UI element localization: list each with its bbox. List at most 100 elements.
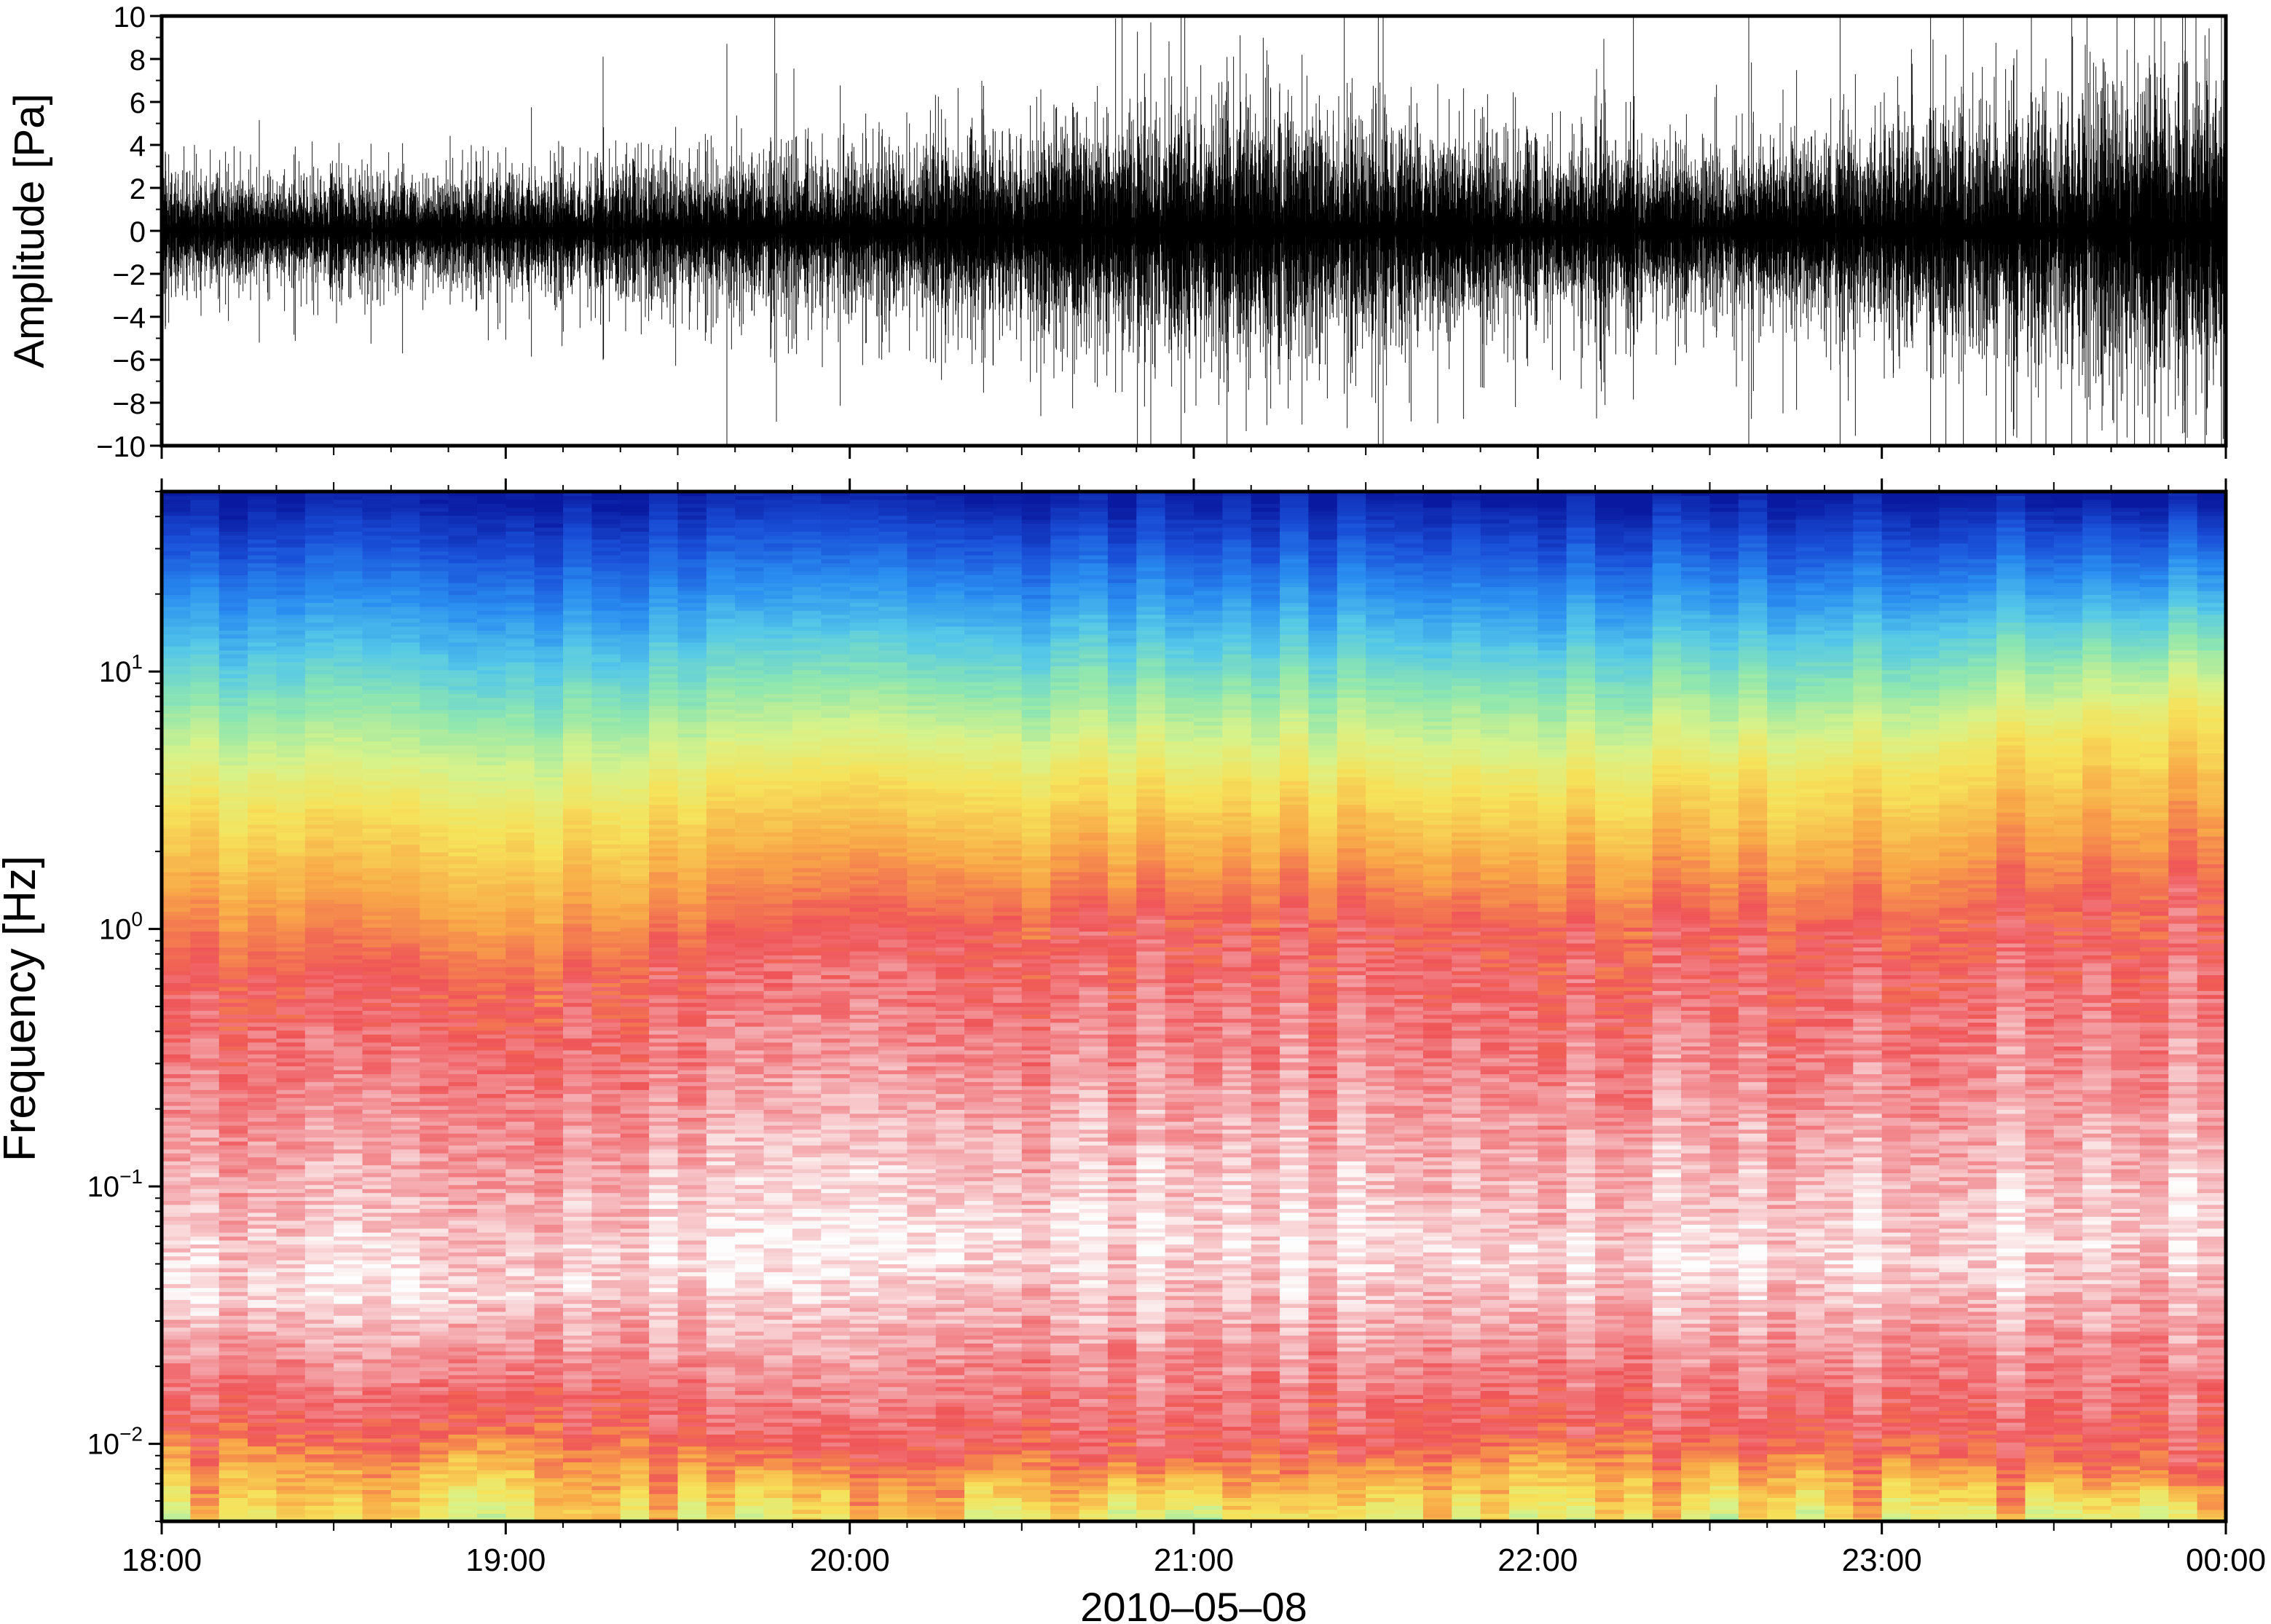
spectrogram-cell [219,555,248,559]
spectrogram-cell [678,1086,707,1090]
spectrogram-cell [621,1450,650,1454]
spectrogram-cell [162,888,191,892]
spectrogram-cell [334,765,363,769]
spectrogram-cell [190,998,219,1003]
spectrogram-cell [363,1248,392,1253]
spectrogram-cell [162,1125,191,1130]
spectrogram-cell [591,868,621,872]
spectrogram-cell [449,1105,478,1110]
spectrogram-cell [505,896,535,900]
spectrogram-cell [505,646,535,650]
spectrogram-cell [334,500,363,504]
spectrogram-cell [305,1268,334,1272]
spectrogram-cell [563,571,592,575]
spectrogram-cell [505,1189,535,1193]
spectrogram-cell [363,583,392,587]
spectrogram-cell [505,1137,535,1141]
spectrogram-cell [449,1145,478,1149]
spectrogram-cell [391,690,420,694]
spectrogram-cell [535,1066,564,1071]
spectrogram-cell [334,717,363,722]
spectrogram-cell [535,899,564,904]
spectrogram-cell [621,1157,650,1162]
spectrogram-cell [591,1315,621,1320]
spectrogram-cell [505,990,535,995]
spectrogram-cell [305,797,334,801]
spectrogram-cell [334,1320,363,1324]
spectrogram-cell [363,1256,392,1261]
spectrogram-cell [505,1042,535,1046]
spectrogram-cell [334,860,363,864]
spectrogram-cell [420,761,449,765]
spectrogram-cell [219,1189,248,1193]
spectrogram-cell [305,725,334,730]
spectrogram-cell [621,888,650,892]
spectrogram-cell [420,587,449,591]
spectrogram-cell [591,706,621,710]
spectrogram-cell [420,690,449,694]
spectrogram-cell [248,1145,277,1149]
spectrogram-cell [190,927,219,931]
spectrogram-cell [391,1470,420,1474]
spectrogram-cell [563,615,592,619]
spectrogram-cell [535,709,564,714]
spectrogram-cell [621,1391,650,1395]
spectrogram-cell [305,1200,334,1205]
spectrogram-cell [477,828,506,832]
spectrogram-cell [391,828,420,832]
spectrogram-cell [678,1434,707,1438]
spectrogram-cell [621,571,650,575]
spectrogram-cell [334,864,363,868]
spectrogram-cell [649,610,678,615]
spectrogram-cell [248,974,277,979]
spectrogram-cell [535,781,564,785]
spectrogram-cell [305,848,334,852]
spectrogram-cell [334,1339,363,1344]
spectrogram-cell [563,852,592,856]
spectrogram-cell [363,963,392,967]
spectrogram-cell [190,1180,219,1185]
spectrogram-cell [591,1086,621,1090]
spectrogram-cell [363,995,392,999]
spectrogram-cell [305,982,334,987]
spectrogram-cell [535,987,564,991]
spectrogram-cell [678,1221,707,1225]
spectrogram-cell [305,1339,334,1344]
spectrogram-cell [477,1137,506,1141]
spectrogram-cell [621,630,650,634]
spectrogram-cell [391,539,420,543]
spectrogram-cell [535,931,564,936]
spectrogram-cell [248,571,277,575]
spectrogram-cell [334,1102,363,1106]
spectrogram-cell [678,658,707,662]
spectrogram-cell [420,1256,449,1261]
spectrogram-cell [391,820,420,824]
spectrogram-cell [276,1185,305,1189]
spectrogram-cell [363,575,392,579]
spectrogram-cell [649,733,678,738]
spectrogram-cell [477,1454,506,1459]
spectrogram-cell [420,1395,449,1399]
spectrogram-cell [678,919,707,923]
spectrogram-cell [649,1450,678,1454]
spectrogram-cell [276,1383,305,1387]
spectrogram-cell [420,1466,449,1470]
spectrogram-cell [535,1359,564,1363]
spectrogram-cell [678,1117,707,1122]
spectrogram-cell [591,634,621,639]
spectrogram-cell [248,1430,277,1435]
spectrogram-cell [449,1426,478,1430]
spectrogram-cell [621,1248,650,1253]
spectrogram-cell [363,1414,392,1419]
spectrogram-cell [505,678,535,682]
spectrogram-cell [248,800,277,805]
spectrogram-cell [248,670,277,674]
spectrogram-cell [334,567,363,571]
spectrogram-cell [162,1292,191,1296]
spectrogram-cell [563,1446,592,1451]
spectrogram-cell [162,864,191,868]
spectrogram-cell [591,1050,621,1055]
spectrogram-cell [190,1177,219,1181]
spectrogram-cell [219,634,248,639]
spectrogram-cell [305,1497,334,1502]
